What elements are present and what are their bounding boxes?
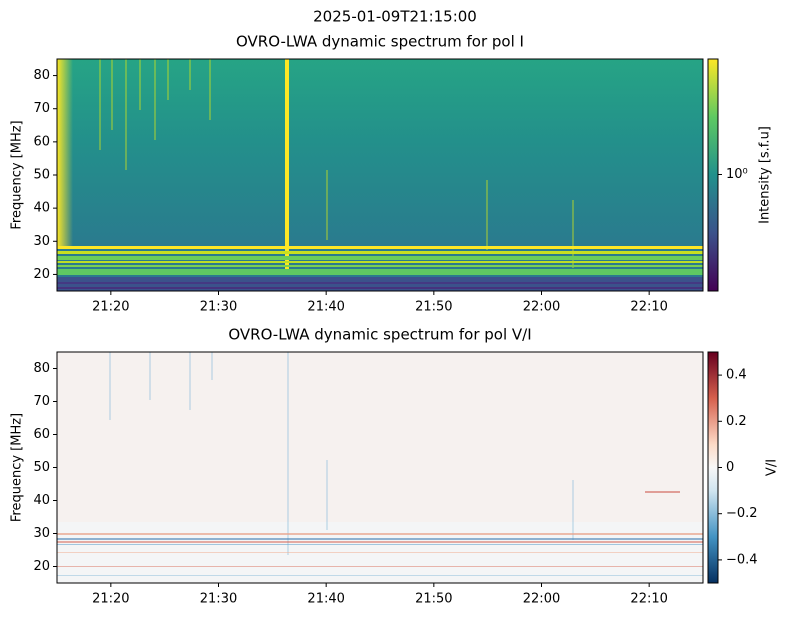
spectrum-image-i [57, 59, 703, 291]
y-tick-label: 50 [33, 168, 50, 183]
figure-title: 2025-01-09T21:15:00 [313, 8, 477, 26]
colorbar-tick-label: 0.4 [726, 368, 747, 383]
x-tick-label: 21:40 [307, 300, 344, 315]
x-tick-label: 21:30 [200, 592, 237, 607]
colorbar-tick-label: 0 [726, 460, 734, 475]
panel-title: OVRO-LWA dynamic spectrum for pol I [236, 33, 524, 51]
colorbar-label: Intensity [s.f.u] [758, 126, 773, 224]
x-tick-label: 22:10 [630, 300, 667, 315]
y-axis-label: Frequency [MHz] [10, 120, 25, 229]
x-tick-label: 21:20 [92, 592, 129, 607]
x-tick-label: 21:30 [200, 300, 237, 315]
y-tick-label: 60 [33, 134, 50, 149]
colorbar-tick-label: 10⁰ [726, 167, 748, 182]
x-tick-label: 22:10 [630, 592, 667, 607]
spectrum-image-v [57, 352, 703, 583]
colorbar-tick-label: −0.4 [726, 552, 758, 567]
x-tick-label: 21:20 [92, 300, 129, 315]
x-tick-label: 21:40 [307, 592, 344, 607]
y-tick-label: 70 [33, 394, 50, 409]
colorbar-tick-label: −0.2 [726, 506, 758, 521]
x-tick-label: 21:50 [415, 592, 452, 607]
y-tick-label: 80 [33, 361, 50, 376]
y-axis-label: Frequency [MHz] [10, 413, 25, 522]
colorbar [707, 351, 719, 584]
y-tick-label: 60 [33, 427, 50, 442]
x-tick-label: 22:00 [523, 592, 560, 607]
y-tick-label: 20 [33, 559, 50, 574]
x-tick-label: 21:50 [415, 300, 452, 315]
x-tick-label: 22:00 [523, 300, 560, 315]
colorbar [707, 58, 719, 292]
y-tick-label: 30 [33, 526, 50, 541]
y-tick-label: 20 [33, 267, 50, 282]
y-tick-label: 70 [33, 101, 50, 116]
y-tick-label: 80 [33, 68, 50, 83]
colorbar-tick-label: 0.2 [726, 414, 747, 429]
y-tick-label: 40 [33, 493, 50, 508]
y-tick-label: 30 [33, 234, 50, 249]
panel-title: OVRO-LWA dynamic spectrum for pol V/I [228, 326, 531, 344]
y-tick-label: 50 [33, 460, 50, 475]
y-tick-label: 40 [33, 201, 50, 216]
colorbar-label: V/I [765, 459, 780, 476]
